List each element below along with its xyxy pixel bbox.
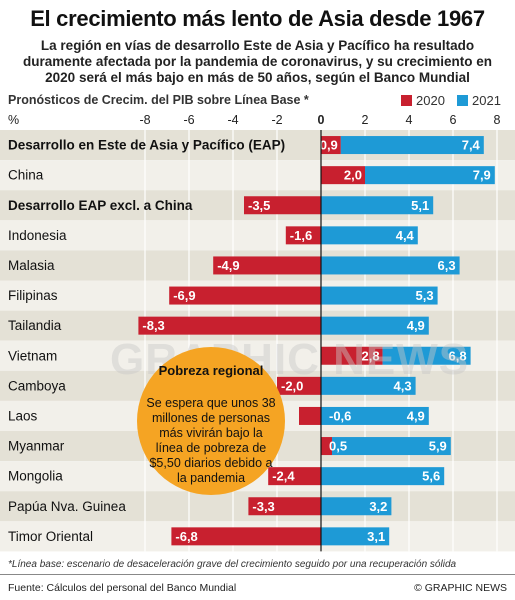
legend-swatch-2021 — [457, 95, 468, 106]
data-label-2021: 7,4 — [462, 138, 481, 153]
x-tick-label: 6 — [450, 113, 457, 127]
bar-2020 — [321, 437, 332, 456]
category-label: Mongolia — [8, 469, 63, 484]
bar-2021 — [321, 196, 434, 215]
category-label: Camboya — [8, 378, 66, 393]
x-tick-label: 2 — [362, 113, 369, 127]
category-label: Myanmar — [8, 439, 65, 454]
bar-2021 — [321, 406, 429, 425]
callout-title: Pobreza regional — [158, 363, 264, 378]
data-label-2021: 5,1 — [411, 198, 429, 213]
chart-title: El crecimiento más lento de Asia desde 1… — [30, 6, 485, 31]
category-label: Tailandia — [8, 318, 62, 333]
legend-label-2020: 2020 — [416, 93, 445, 108]
category-label: Vietnam — [8, 348, 57, 363]
bar-2021 — [321, 527, 390, 546]
data-label-2020: -6,9 — [173, 288, 195, 303]
credit: © GRAPHIC NEWS — [414, 582, 507, 594]
data-label-2020: -3,3 — [252, 499, 274, 514]
bar-2020 — [169, 286, 321, 305]
bar-2021 — [321, 226, 418, 245]
source: Fuente: Cálculos del personal del Banco … — [8, 582, 237, 594]
bar-2020 — [321, 346, 383, 365]
divider — [0, 574, 515, 575]
bar-2021 — [321, 286, 438, 305]
x-tick-label: -4 — [227, 113, 238, 127]
legend-item-2021: 2021 — [457, 93, 501, 108]
bar-2021 — [321, 497, 392, 516]
data-label-2020: -2,0 — [281, 378, 303, 393]
x-axis-label: % — [8, 113, 19, 127]
x-tick-label: 4 — [406, 113, 413, 127]
legend-item-2020: 2020 — [401, 93, 445, 108]
row-background — [0, 220, 515, 251]
bar-chart: -8 -6 -4 -2 0 2 4 6 8% Desarrollo en Este de Asia… — [0, 113, 515, 552]
data-label-2021: 4,9 — [407, 408, 425, 423]
data-label-2020: -8,3 — [142, 318, 164, 333]
bar-2020 — [244, 196, 321, 215]
x-tick-label: 8 — [494, 113, 501, 127]
data-label-2021: 4,3 — [394, 378, 412, 393]
data-label-2021: 5,3 — [416, 288, 434, 303]
x-tick-label: -6 — [183, 113, 194, 127]
data-label-2021: 7,9 — [473, 168, 491, 183]
chart-subtitle: La región en vías de desarrollo Este de … — [23, 38, 492, 85]
bar-2020 — [213, 256, 321, 275]
category-label: Desarrollo en Este de Asia y Pacífico (E… — [8, 138, 285, 153]
bar-2021 — [365, 166, 495, 185]
bar-2020 — [299, 406, 321, 425]
bar-2020 — [171, 527, 321, 546]
poverty-callout: Pobreza regional Se espera que unos 38 m… — [137, 347, 285, 495]
data-label-2020: 0,9 — [320, 138, 338, 153]
category-label: Malasia — [8, 258, 55, 273]
data-label-2020: 2,0 — [344, 168, 362, 183]
bar-2021 — [340, 136, 484, 155]
bar-2020 — [248, 497, 321, 516]
bar-2021 — [321, 376, 416, 395]
category-label: Filipinas — [8, 288, 58, 303]
category-label: Indonesia — [8, 228, 67, 243]
x-tick-label: -8 — [139, 113, 150, 127]
legend: Pronósticos de Crecim. del PIB sobre Lín… — [8, 93, 508, 109]
bar-2020 — [138, 316, 321, 335]
data-label-2020: -4,9 — [217, 258, 239, 273]
category-label: Laos — [8, 408, 38, 423]
bar-2020 — [285, 226, 321, 245]
data-label-2020: 2,8 — [362, 348, 380, 363]
data-label-extra: 0,5 — [329, 439, 347, 454]
x-tick-label: -2 — [271, 113, 282, 127]
data-label-2020: -3,5 — [248, 198, 270, 213]
data-label-2021: 6,3 — [438, 258, 456, 273]
category-label: Papúa Nva. Guinea — [8, 499, 126, 514]
data-label-2021: 5,9 — [429, 439, 447, 454]
data-label-2021: 4,4 — [396, 228, 415, 243]
bar-2020 — [268, 467, 321, 486]
data-label-2020: -2,4 — [272, 469, 295, 484]
legend-swatch-2020 — [401, 95, 412, 106]
bar-2021 — [332, 437, 451, 456]
bar-2020 — [321, 166, 365, 185]
footnote: *Línea base: escenario de desaceleración… — [8, 559, 457, 570]
callout-body: Se espera que unos 38 millones de person… — [146, 396, 276, 485]
category-label: Desarrollo EAP excl. a China — [8, 198, 193, 213]
data-label-2021: 3,1 — [367, 529, 385, 544]
x-tick-label: 0 — [318, 113, 325, 127]
category-label: China — [8, 168, 44, 183]
data-label-2021: 3,2 — [369, 499, 387, 514]
data-label-2021: 4,9 — [407, 318, 425, 333]
legend-label-2021: 2021 — [472, 93, 501, 108]
category-label: Timor Oriental — [8, 529, 93, 544]
data-label-2021: 6,8 — [449, 348, 467, 363]
legend-title: Pronósticos de Crecim. del PIB sobre Lín… — [8, 93, 309, 107]
data-label-2020: -6,8 — [175, 529, 197, 544]
data-label-2021: 5,6 — [422, 469, 440, 484]
data-label-2020: -1,6 — [290, 228, 312, 243]
data-label-extra: -0,6 — [329, 408, 351, 423]
bar-2021 — [321, 467, 445, 486]
bar-2021 — [382, 346, 471, 365]
bar-2020 — [321, 136, 341, 155]
bar-2021 — [321, 256, 460, 275]
bar-2020 — [277, 376, 321, 395]
bar-2021 — [321, 316, 429, 335]
